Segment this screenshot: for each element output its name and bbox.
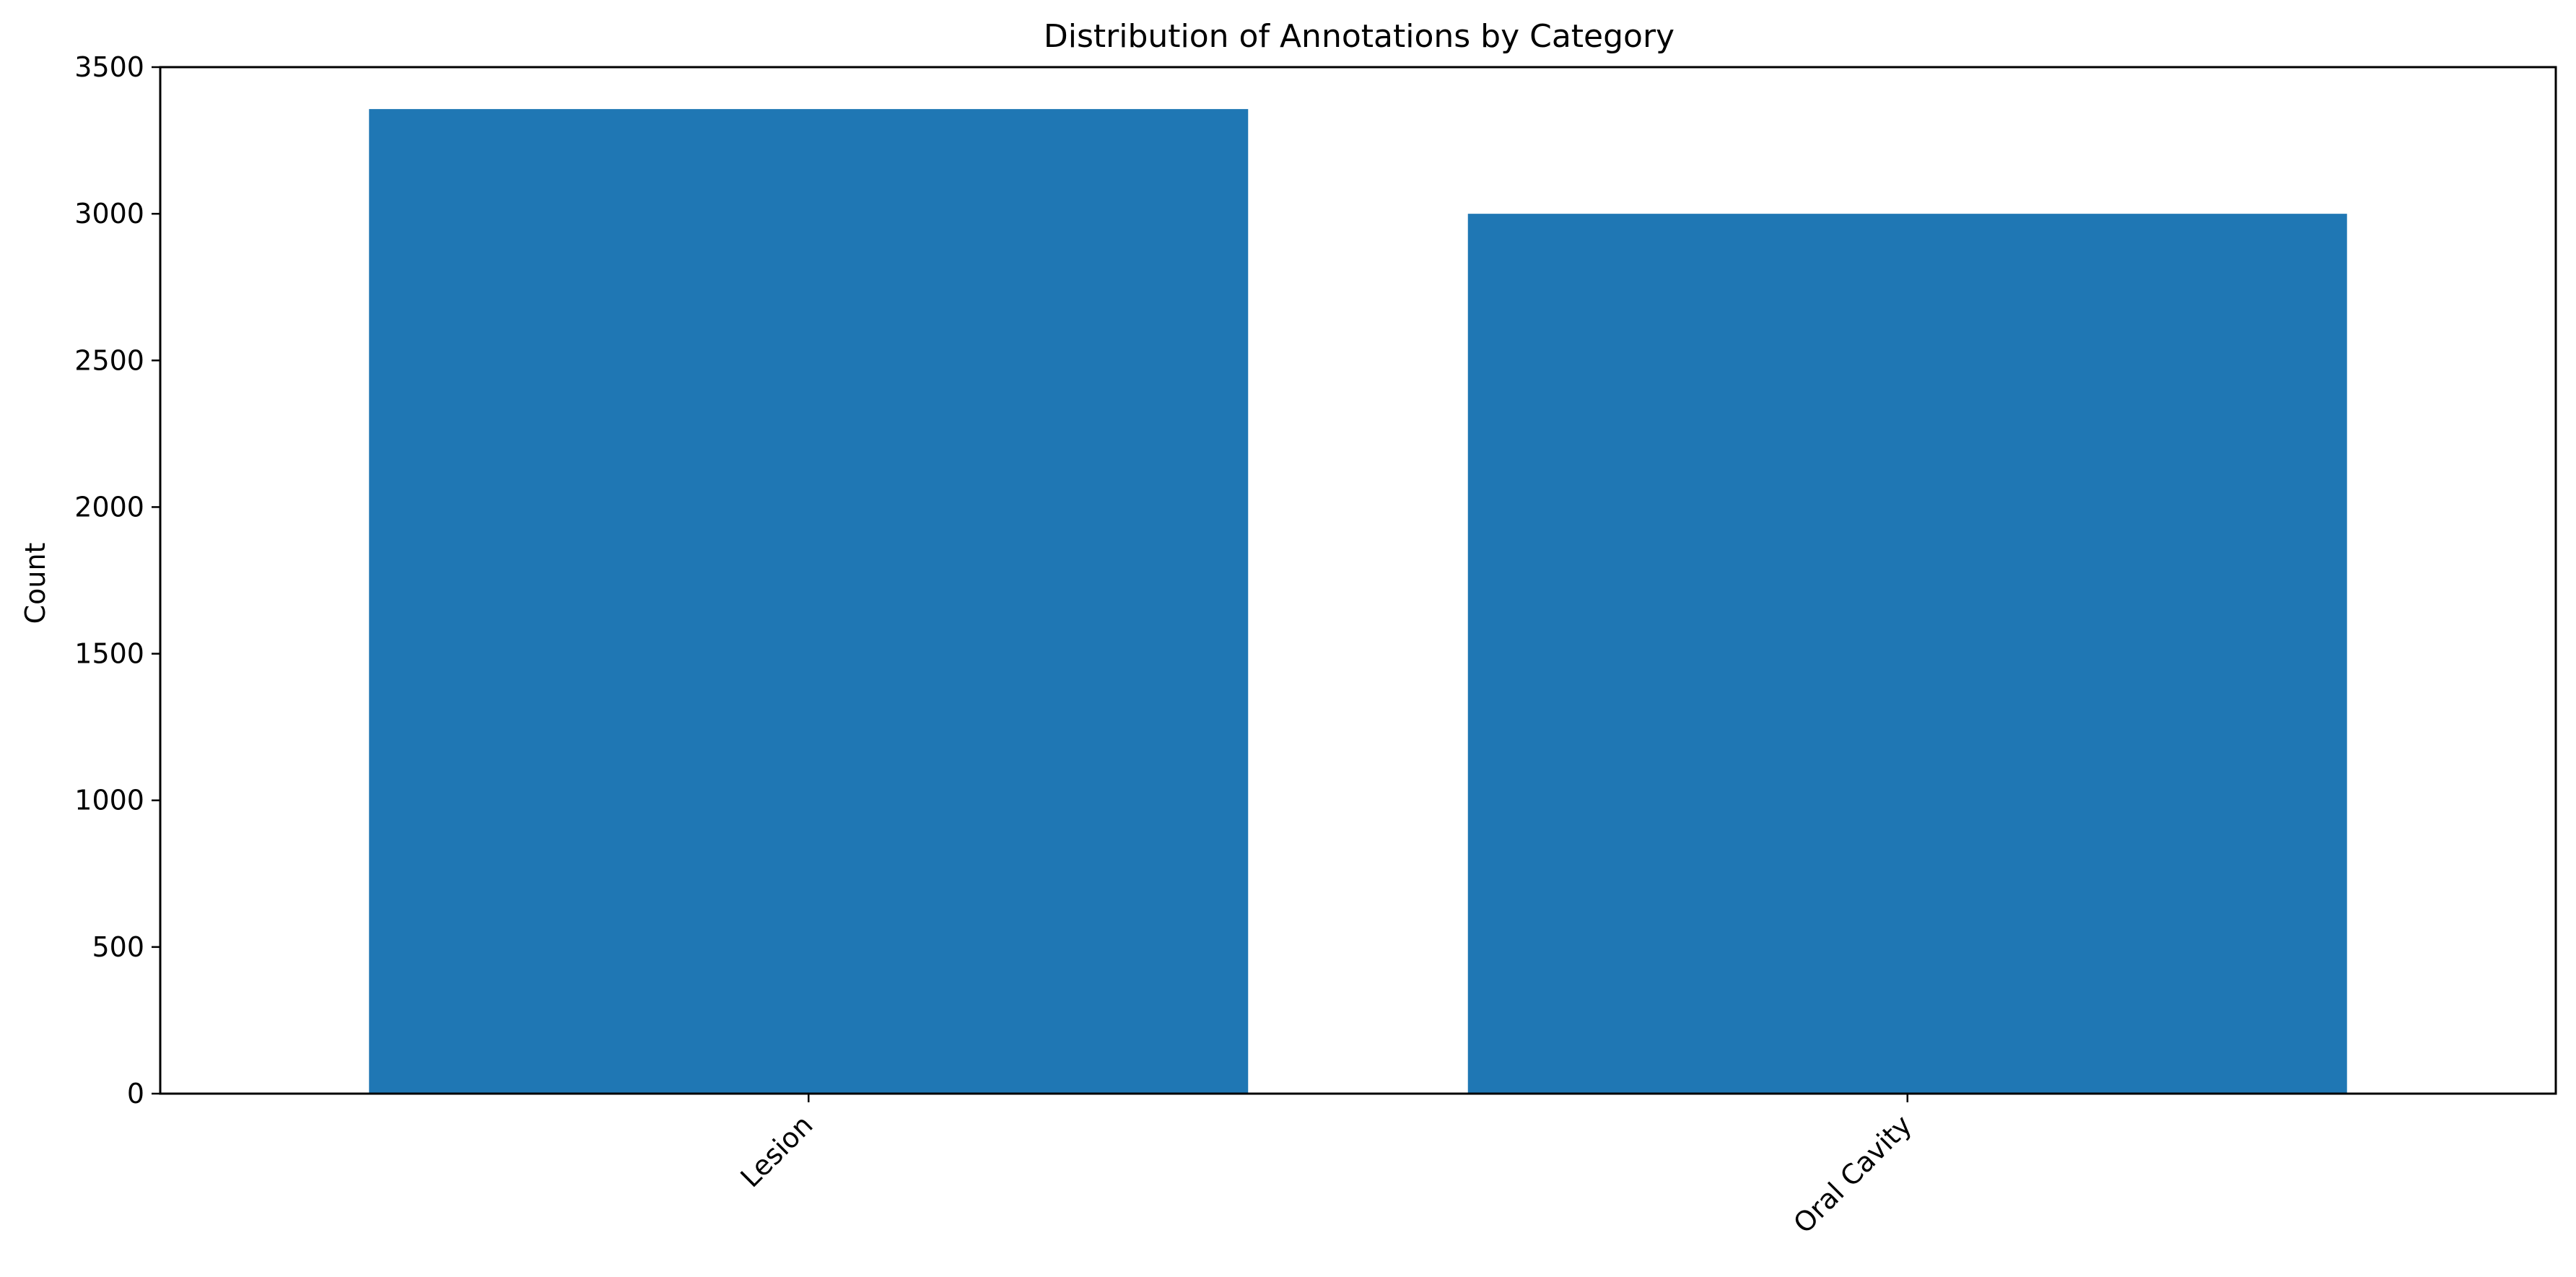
- y-tick-label: 2500: [74, 344, 144, 376]
- y-tick-label: 3500: [74, 51, 144, 83]
- y-tick-label: 2000: [74, 491, 144, 523]
- y-tick-label: 1500: [74, 638, 144, 670]
- plot-frame: [159, 66, 2557, 1095]
- y-tick-label: 0: [127, 1078, 144, 1110]
- y-axis-label: Count: [19, 543, 51, 624]
- bar-lesion: [369, 109, 1249, 1094]
- bars-group: [369, 109, 2347, 1094]
- chart-title: Distribution of Annotations by Category: [1044, 18, 1675, 55]
- y-axis-ticks: 0 500 1000 1500 2000 2500 3000 3500: [74, 51, 160, 1110]
- y-tick-label: 3000: [74, 198, 144, 230]
- y-tick-label: 500: [92, 931, 144, 963]
- bar-oral-cavity: [1467, 214, 2347, 1094]
- y-tick-label: 1000: [74, 785, 144, 816]
